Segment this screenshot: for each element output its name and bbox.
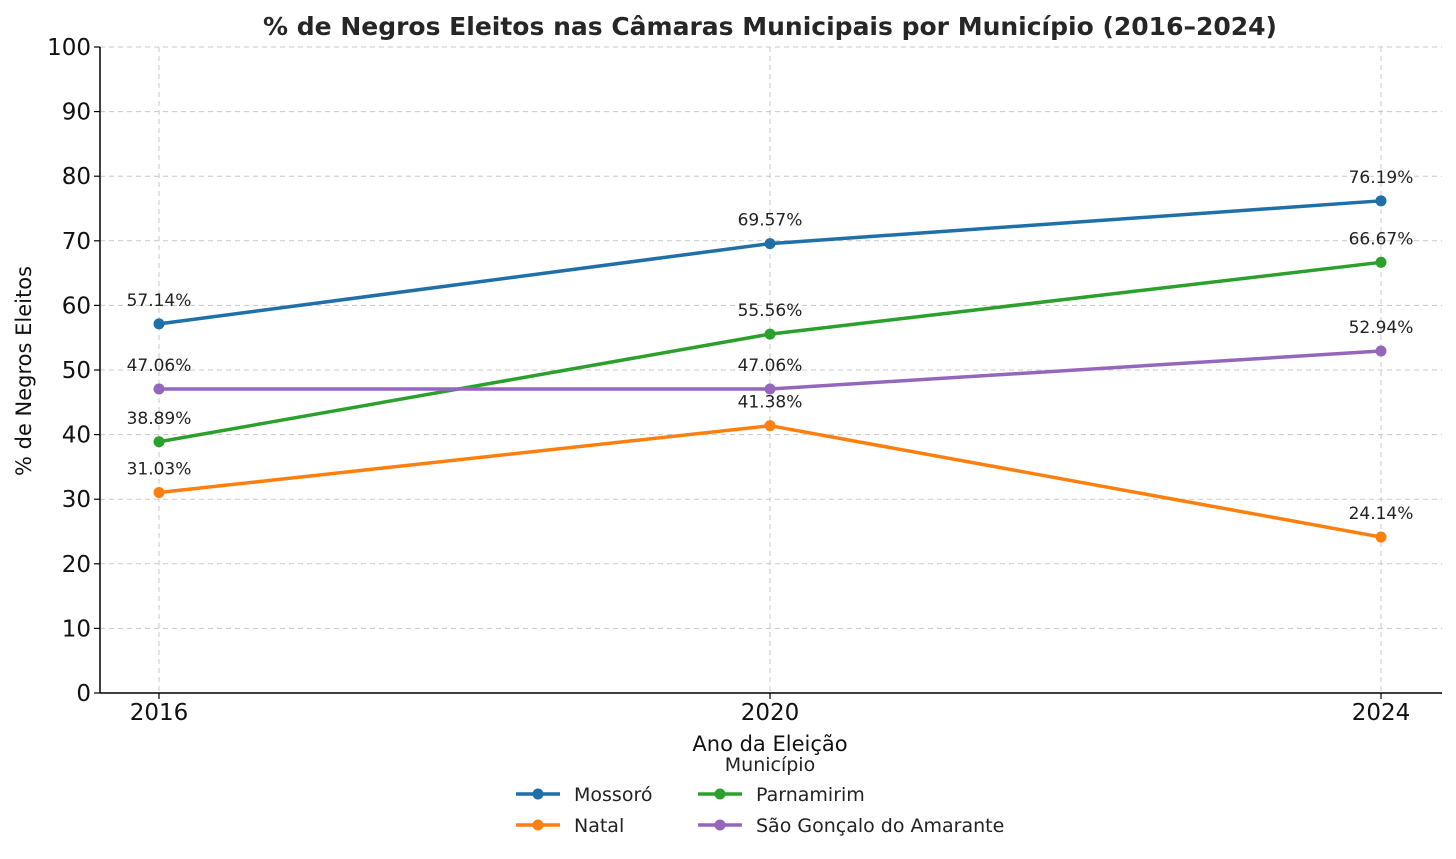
data-point-sao-goncalo-do-amarante [764,383,776,395]
legend-title: Município [725,754,815,776]
legend-marker [532,819,544,831]
x-tick-label: 2020 [741,700,800,726]
y-tick-label: 80 [62,164,91,190]
data-point-parnamirim [1375,256,1387,268]
x-tick-labels: 2016 2020 2024 [130,700,1411,726]
y-tick-label: 70 [62,229,91,255]
data-point-mossoro [764,238,776,250]
y-tick-label: 30 [62,487,91,513]
data-label-mossoro: 76.19% [1349,168,1414,188]
chart-title: % de Negros Eleitos nas Câmaras Municipa… [263,12,1277,41]
legend-item-mossoro: Mossoró [516,784,652,806]
legend-label: Natal [574,815,624,837]
legend-marker [714,788,726,800]
data-point-sao-goncalo-do-amarante [153,383,165,395]
legend-label: Parnamirim [756,784,865,806]
legend-marker [532,788,544,800]
data-label-natal: 31.03% [127,460,192,480]
data-label-natal: 24.14% [1349,504,1414,524]
legend: Município Mossoró Natal Parnamirim São Gonç… [516,754,1004,837]
legend-item-parnamirim: Parnamirim [698,784,865,806]
data-point-sao-goncalo-do-amarante [1375,345,1387,357]
data-label-parnamirim: 38.89% [127,409,192,429]
data-point-natal [153,487,165,499]
y-tick-label: 90 [62,100,91,126]
x-axis-label: Ano da Eleição [692,732,847,756]
data-point-natal [1375,531,1387,543]
legend-item-natal: Natal [516,815,624,837]
legend-item-sao-goncalo-do-amarante: São Gonçalo do Amarante [698,815,1004,837]
y-tick-label: 60 [62,293,91,319]
data-point-parnamirim [153,436,165,448]
y-axis-label: % de Negros Eleitos [12,266,36,476]
data-label-sao-goncalo-do-amarante: 47.06% [738,356,803,376]
data-point-mossoro [1375,195,1387,207]
legend-label: Mossoró [574,784,652,806]
y-tick-label: 100 [47,35,91,61]
x-tick-label: 2016 [130,700,189,726]
data-label-sao-goncalo-do-amarante: 52.94% [1349,318,1414,338]
data-point-parnamirim [764,328,776,340]
data-label-parnamirim: 66.67% [1349,229,1414,249]
y-tick-labels: 0 10 20 30 40 50 60 70 80 90 100 [47,35,91,707]
y-tick-label: 20 [62,552,91,578]
legend-marker [714,819,726,831]
y-tick-label: 0 [76,681,91,707]
y-tick-label: 50 [62,358,91,384]
data-label-mossoro: 57.14% [127,291,192,311]
y-tick-label: 40 [62,423,91,449]
data-label-sao-goncalo-do-amarante: 47.06% [127,356,192,376]
y-tick-label: 10 [62,616,91,642]
legend-label: São Gonçalo do Amarante [756,815,1004,837]
series-line-parnamirim [158,260,1382,444]
data-label-natal: 41.38% [738,393,803,413]
data-labels: 57.14% 69.57% 76.19% 31.03% 41.38% 24.14% 38.8… [127,168,1414,524]
data-point-natal [764,420,776,432]
axes-layer [94,46,1442,699]
series-layer [153,195,1387,543]
data-label-mossoro: 69.57% [738,211,803,231]
data-label-parnamirim: 55.56% [738,301,803,321]
data-point-mossoro [153,318,165,330]
legend-items: Mossoró Natal Parnamirim São Gonçalo do Ama… [516,784,1004,837]
x-tick-label: 2024 [1352,700,1411,726]
